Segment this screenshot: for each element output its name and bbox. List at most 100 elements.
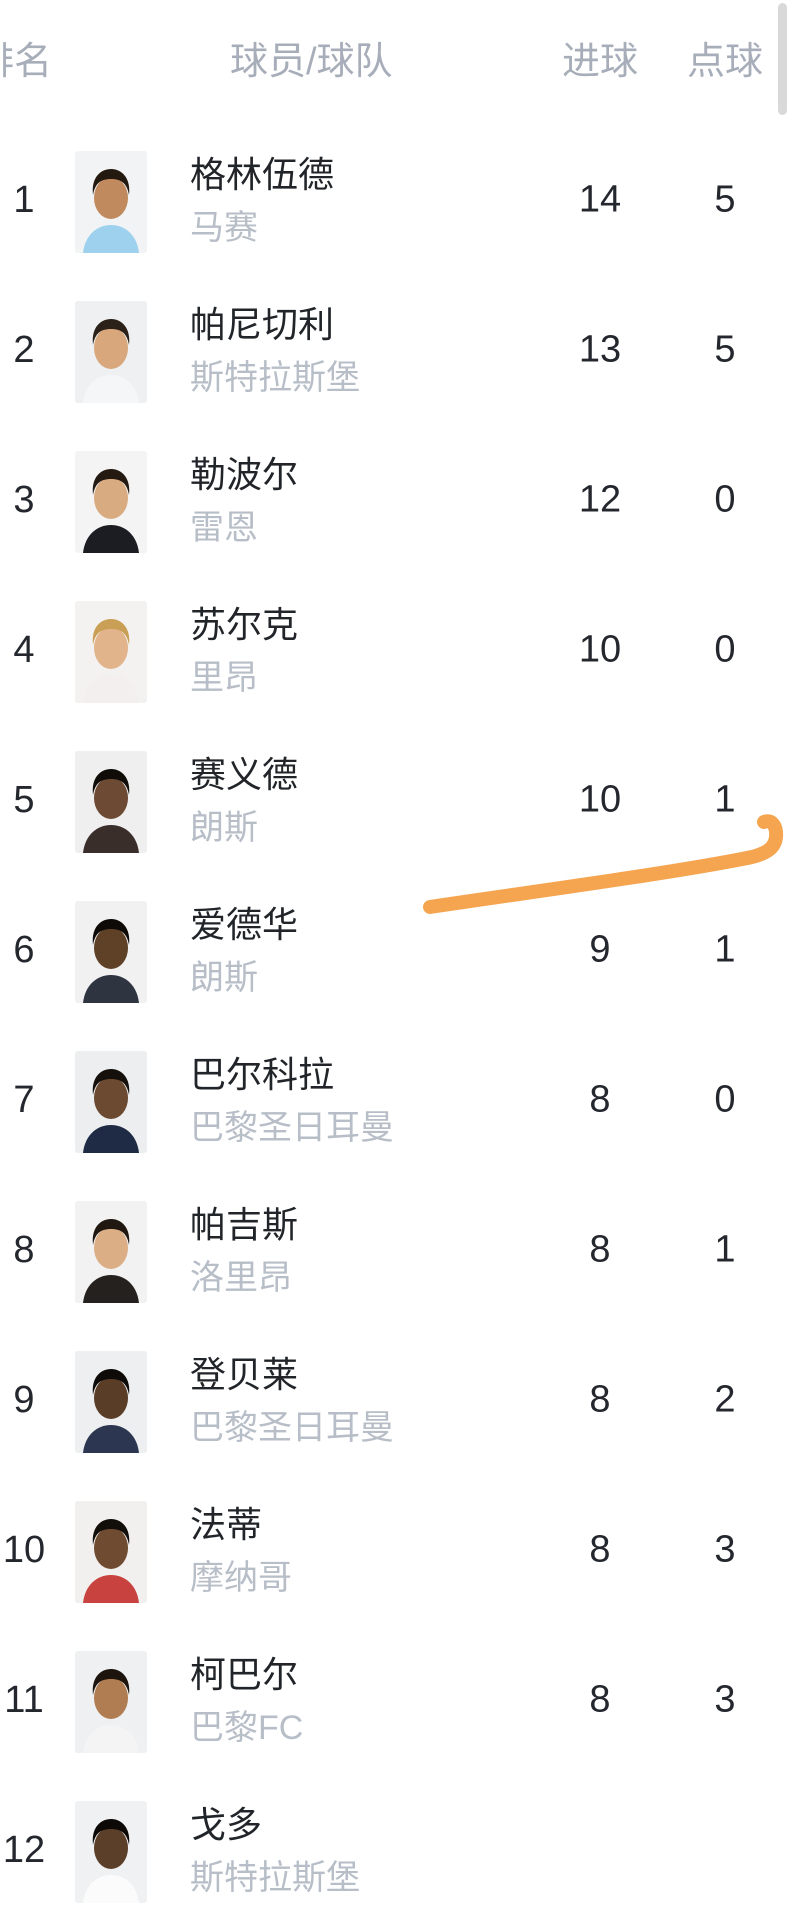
rank-cell: 7 — [13, 1078, 35, 1121]
penalties-cell: 5 — [714, 328, 736, 371]
player-team-block: 爱德华 朗斯 — [190, 875, 298, 998]
player-photo — [75, 151, 147, 253]
rank-cell: 2 — [13, 328, 35, 371]
header-rank: 排名 — [0, 41, 52, 83]
player-photo — [75, 901, 147, 1003]
scorers-list: 1 格林伍德 马赛 14 5 2 帕尼切利 — [0, 125, 788, 1925]
team-name: 巴黎圣日耳曼 — [190, 1109, 394, 1147]
table-row[interactable]: 4 苏尔克 里昂 10 0 — [0, 575, 788, 725]
player-name: 爱德华 — [190, 904, 299, 945]
goals-cell: 8 — [589, 1378, 611, 1421]
player-photo — [75, 1801, 147, 1903]
player-photo — [75, 1501, 147, 1603]
team-name: 斯特拉斯堡 — [190, 359, 360, 397]
person-silhouette-icon — [75, 301, 147, 403]
player-team-block: 格林伍德 马赛 — [190, 125, 334, 248]
team-name: 巴黎圣日耳曼 — [190, 1409, 394, 1447]
person-silhouette-icon — [75, 601, 147, 703]
person-silhouette-icon — [75, 751, 147, 853]
player-photo — [75, 1351, 147, 1453]
penalties-cell: 3 — [714, 1678, 736, 1721]
penalties-cell: 1 — [714, 1228, 736, 1271]
player-name: 苏尔克 — [190, 604, 299, 645]
team-name: 里昂 — [190, 659, 258, 697]
rank-cell: 1 — [13, 178, 35, 221]
table-row[interactable]: 2 帕尼切利 斯特拉斯堡 13 5 — [0, 275, 788, 425]
goals-cell: 14 — [578, 178, 622, 221]
table-row[interactable]: 9 登贝莱 巴黎圣日耳曼 8 2 — [0, 1325, 788, 1475]
goals-cell: 8 — [589, 1528, 611, 1571]
table-row[interactable]: 1 格林伍德 马赛 14 5 — [0, 125, 788, 275]
player-name: 巴尔科拉 — [190, 1054, 335, 1095]
table-row[interactable]: 6 爱德华 朗斯 9 1 — [0, 875, 788, 1025]
player-team-block: 戈多 斯特拉斯堡 — [190, 1775, 360, 1898]
scrollbar-thumb[interactable] — [778, 3, 787, 115]
player-team-block: 苏尔克 里昂 — [190, 575, 298, 698]
player-name: 帕尼切利 — [190, 304, 335, 345]
person-silhouette-icon — [75, 901, 147, 1003]
penalties-cell: 1 — [714, 928, 736, 971]
person-silhouette-icon — [75, 451, 147, 553]
player-team-block: 登贝莱 巴黎圣日耳曼 — [190, 1325, 394, 1448]
player-team-block: 勒波尔 雷恩 — [190, 425, 298, 548]
player-name: 帕吉斯 — [190, 1204, 299, 1245]
goals-cell: 8 — [589, 1078, 611, 1121]
team-name: 雷恩 — [190, 509, 258, 547]
table-row[interactable]: 3 勒波尔 雷恩 12 0 — [0, 425, 788, 575]
player-team-block: 赛义德 朗斯 — [190, 725, 298, 848]
player-name: 戈多 — [190, 1804, 263, 1845]
table-row[interactable]: 5 赛义德 朗斯 10 1 — [0, 725, 788, 875]
table-row[interactable]: 10 法蒂 摩纳哥 8 3 — [0, 1475, 788, 1625]
team-name: 洛里昂 — [190, 1259, 292, 1297]
rank-cell: 6 — [13, 928, 35, 971]
player-team-block: 巴尔科拉 巴黎圣日耳曼 — [190, 1025, 394, 1148]
goals-cell: 13 — [578, 328, 622, 371]
table-row[interactable]: 11 柯巴尔 巴黎FC 8 3 — [0, 1625, 788, 1775]
player-name: 格林伍德 — [190, 154, 335, 195]
goals-cell: 8 — [589, 1678, 611, 1721]
player-name: 登贝莱 — [190, 1354, 299, 1395]
penalties-cell: 0 — [714, 628, 736, 671]
rank-cell: 9 — [13, 1378, 35, 1421]
goals-cell: 12 — [578, 478, 622, 521]
player-photo — [75, 1201, 147, 1303]
table-row[interactable]: 8 帕吉斯 洛里昂 8 1 — [0, 1175, 788, 1325]
player-photo — [75, 1051, 147, 1153]
person-silhouette-icon — [75, 1501, 147, 1603]
goals-cell: 8 — [589, 1228, 611, 1271]
team-name: 朗斯 — [190, 959, 258, 997]
table-row[interactable]: 7 巴尔科拉 巴黎圣日耳曼 8 0 — [0, 1025, 788, 1175]
penalties-cell: 1 — [714, 778, 736, 821]
header-penalties: 点球 — [686, 41, 763, 83]
team-name: 巴黎FC — [190, 1709, 304, 1747]
team-name: 朗斯 — [190, 809, 258, 847]
rank-cell: 8 — [13, 1228, 35, 1271]
rank-cell: 3 — [13, 478, 35, 521]
goals-cell: 9 — [589, 928, 611, 971]
rank-cell: 4 — [13, 628, 35, 671]
person-silhouette-icon — [75, 1801, 147, 1903]
penalties-cell: 5 — [714, 178, 736, 221]
player-name: 柯巴尔 — [190, 1654, 299, 1695]
player-photo — [75, 451, 147, 553]
team-name: 马赛 — [190, 209, 258, 247]
player-name: 法蒂 — [190, 1504, 263, 1545]
penalties-cell: 0 — [714, 1078, 736, 1121]
player-team-block: 柯巴尔 巴黎FC — [190, 1625, 303, 1748]
player-team-block: 帕吉斯 洛里昂 — [190, 1175, 298, 1298]
player-team-block: 帕尼切利 斯特拉斯堡 — [190, 275, 360, 398]
header-goals: 进球 — [561, 41, 638, 83]
goals-cell: 10 — [578, 778, 622, 821]
table-header: 排名 球员/球队 进球 点球 — [0, 0, 788, 125]
penalties-cell: 2 — [714, 1378, 736, 1421]
player-name: 勒波尔 — [190, 454, 299, 495]
table-row[interactable]: 12 戈多 斯特拉斯堡 — [0, 1775, 788, 1925]
player-team-block: 法蒂 摩纳哥 — [190, 1475, 292, 1598]
player-photo — [75, 751, 147, 853]
rank-cell: 10 — [2, 1528, 46, 1571]
penalties-cell: 0 — [714, 478, 736, 521]
player-photo — [75, 1651, 147, 1753]
penalties-cell: 3 — [714, 1528, 736, 1571]
person-silhouette-icon — [75, 1201, 147, 1303]
